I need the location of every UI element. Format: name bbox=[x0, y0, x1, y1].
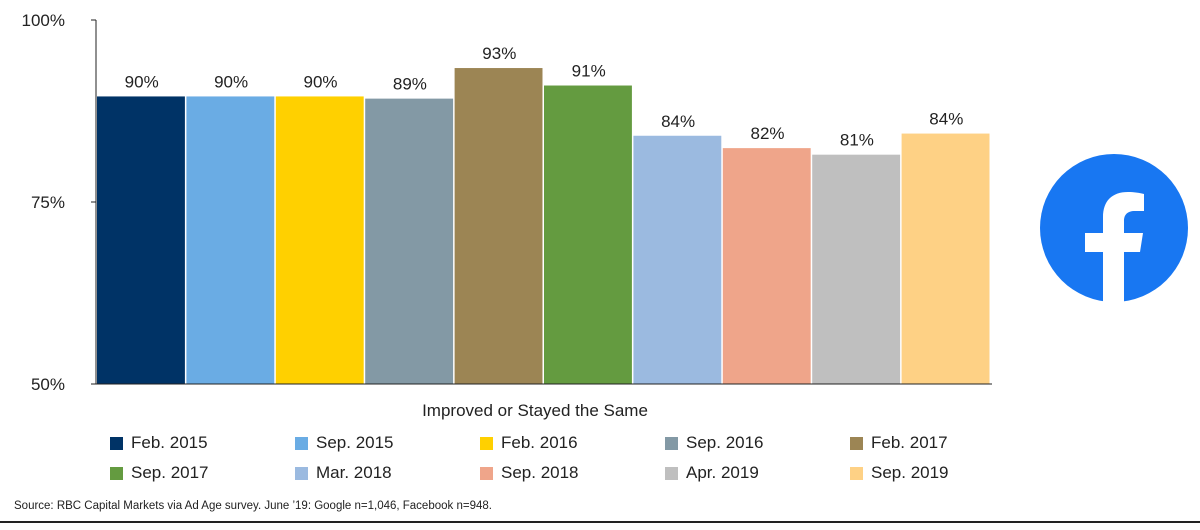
bar-feb-2016 bbox=[275, 96, 364, 384]
bar-data-label: 89% bbox=[393, 75, 427, 94]
legend-label: Sep. 2015 bbox=[316, 433, 394, 452]
bar-apr-2019 bbox=[812, 154, 901, 384]
bottom-divider bbox=[0, 521, 1200, 523]
legend-swatch bbox=[850, 436, 863, 450]
bar-data-label: 91% bbox=[572, 62, 606, 81]
bar-data-label: 90% bbox=[125, 72, 159, 91]
bar-data-label: 93% bbox=[482, 44, 516, 63]
bar-feb-2017 bbox=[454, 68, 543, 384]
legend-label: Sep. 2016 bbox=[686, 433, 764, 452]
bar-data-label: 90% bbox=[303, 72, 337, 91]
legend-item: Sep. 2015 bbox=[295, 432, 480, 454]
legend-label: Feb. 2017 bbox=[871, 433, 948, 452]
bar-data-label: 84% bbox=[929, 110, 963, 129]
legend-item: Sep. 2018 bbox=[480, 462, 665, 484]
bar-sep-2016 bbox=[365, 98, 454, 385]
source-note: Source: RBC Capital Markets via Ad Age s… bbox=[14, 500, 492, 512]
bar-sep-2015 bbox=[186, 96, 275, 384]
legend-label: Feb. 2016 bbox=[501, 433, 578, 452]
legend-item: Sep. 2017 bbox=[110, 462, 295, 484]
legend-swatch bbox=[110, 466, 123, 480]
legend-swatch bbox=[110, 436, 123, 450]
legend-item: Sep. 2019 bbox=[850, 462, 1035, 484]
legend-swatch bbox=[480, 466, 493, 480]
bar-data-labels: 90% 90% 90% 89% 93% 91% 84% 82% 81% 84% bbox=[125, 44, 964, 150]
legend-item: Sep. 2016 bbox=[665, 432, 850, 454]
bars bbox=[97, 68, 990, 385]
bar-sep-2018 bbox=[722, 148, 811, 384]
legend-label: Feb. 2015 bbox=[131, 433, 208, 452]
legend-swatch bbox=[295, 466, 308, 480]
y-axis: 50% 75% 100% bbox=[22, 11, 97, 394]
bar-data-label: 90% bbox=[214, 72, 248, 91]
legend-swatch bbox=[665, 436, 678, 450]
legend-swatch bbox=[665, 466, 678, 480]
legend-swatch bbox=[850, 466, 863, 480]
y-tick-label: 50% bbox=[31, 375, 65, 394]
bar-chart: 50% 75% 100% 90% 90% 90% 89% 93% 91% 84% 82% 81% 84… bbox=[22, 11, 992, 420]
bar-sep-2017 bbox=[544, 85, 632, 385]
legend-label: Mar. 2018 bbox=[316, 463, 392, 482]
x-axis-label: Improved or Stayed the Same bbox=[422, 401, 648, 420]
legend-swatch bbox=[480, 436, 493, 450]
legend: Feb. 2015 Sep. 2015 Feb. 2016 Sep. 2016 Feb.… bbox=[110, 432, 990, 484]
y-tick-label: 100% bbox=[22, 11, 65, 30]
legend-label: Sep. 2017 bbox=[131, 463, 209, 482]
legend-label: Apr. 2019 bbox=[686, 463, 759, 482]
legend-item: Mar. 2018 bbox=[295, 462, 480, 484]
y-tick-label: 75% bbox=[31, 193, 65, 212]
legend-item: Feb. 2015 bbox=[110, 432, 295, 454]
facebook-logo-icon bbox=[1040, 154, 1188, 302]
bar-sep-2019 bbox=[901, 133, 990, 384]
legend-swatch bbox=[295, 436, 308, 450]
bar-mar-2018 bbox=[633, 135, 722, 384]
bar-data-label: 82% bbox=[750, 124, 784, 143]
bar-data-label: 84% bbox=[661, 112, 695, 131]
legend-label: Sep. 2018 bbox=[501, 463, 579, 482]
legend-label: Sep. 2019 bbox=[871, 463, 949, 482]
legend-item: Feb. 2017 bbox=[850, 432, 1035, 454]
bar-feb-2015 bbox=[97, 96, 185, 384]
legend-item: Apr. 2019 bbox=[665, 462, 850, 484]
bar-data-label: 81% bbox=[840, 131, 874, 150]
legend-item: Feb. 2016 bbox=[480, 432, 665, 454]
